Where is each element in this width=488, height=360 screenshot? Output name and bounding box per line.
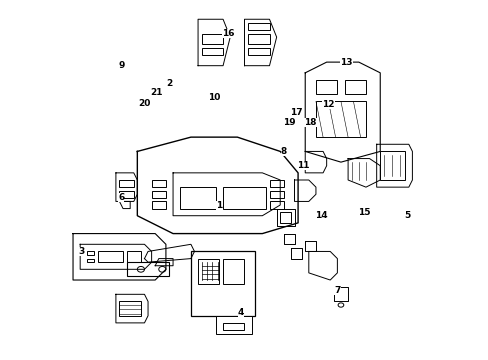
Text: 10: 10: [207, 93, 220, 102]
Text: 16: 16: [222, 29, 234, 38]
Bar: [344, 80, 365, 94]
Text: 15: 15: [357, 208, 370, 217]
Ellipse shape: [159, 266, 165, 272]
Text: 3: 3: [79, 247, 85, 256]
Bar: [151, 180, 165, 187]
Text: 21: 21: [150, 88, 163, 97]
Bar: [180, 187, 216, 208]
Bar: [126, 262, 169, 276]
Bar: [87, 258, 94, 262]
Text: 9: 9: [118, 61, 124, 70]
Text: 20: 20: [138, 99, 150, 108]
Bar: [126, 251, 141, 262]
Bar: [119, 301, 141, 316]
Bar: [151, 202, 165, 208]
Text: 19: 19: [282, 118, 295, 127]
Text: 1: 1: [216, 201, 222, 210]
Bar: [119, 180, 134, 187]
Bar: [269, 202, 283, 208]
Bar: [201, 48, 223, 55]
Text: 17: 17: [289, 108, 302, 117]
Text: 6: 6: [118, 193, 124, 202]
Bar: [269, 180, 283, 187]
Text: 12: 12: [322, 100, 334, 109]
Bar: [190, 251, 255, 316]
Ellipse shape: [337, 303, 343, 307]
Text: 18: 18: [304, 118, 316, 127]
Bar: [98, 251, 123, 262]
Bar: [151, 191, 165, 198]
Bar: [247, 33, 269, 44]
Bar: [198, 258, 219, 284]
Bar: [119, 191, 134, 198]
Bar: [315, 102, 365, 137]
Bar: [223, 187, 265, 208]
Bar: [315, 80, 337, 94]
Bar: [280, 212, 290, 223]
Text: 7: 7: [333, 286, 340, 295]
Bar: [87, 251, 94, 255]
Text: 13: 13: [339, 58, 352, 67]
Text: 4: 4: [237, 308, 244, 317]
Bar: [201, 33, 223, 44]
Text: 14: 14: [314, 211, 327, 220]
Ellipse shape: [137, 266, 144, 272]
Bar: [380, 152, 405, 180]
Bar: [216, 316, 251, 334]
Bar: [223, 258, 244, 284]
Text: 8: 8: [280, 147, 286, 156]
Bar: [223, 323, 244, 330]
Text: 5: 5: [403, 211, 409, 220]
Bar: [269, 191, 283, 198]
Bar: [247, 48, 269, 55]
Bar: [247, 23, 269, 30]
Text: 11: 11: [297, 161, 309, 170]
Text: 2: 2: [166, 79, 172, 88]
